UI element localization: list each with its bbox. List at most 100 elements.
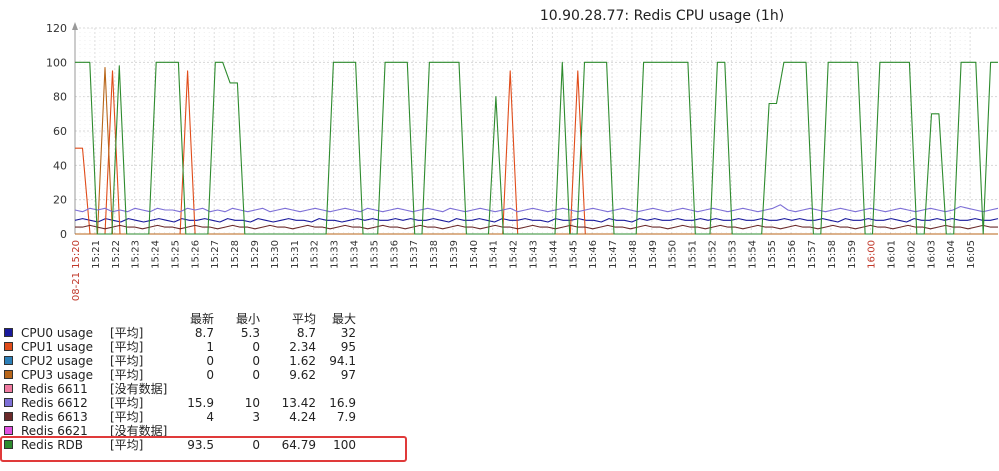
- x-tick-label: 15:42: [509, 240, 520, 269]
- legend-swatch: [4, 440, 13, 449]
- x-tick-label: 15:39: [449, 240, 460, 269]
- legend-last: 15.9: [187, 396, 214, 410]
- legend-header: 最新 最小 平均 最大: [4, 312, 364, 326]
- cpu-usage-chart: 0 20 40 60 80 100 120 08-21 15:20 15:21 15:22 15:2…: [46, 22, 999, 301]
- x-tick-label: 15:44: [548, 240, 559, 269]
- legend-max: 94.1: [329, 354, 356, 368]
- x-tick-label: 15:36: [389, 240, 400, 269]
- x-tick-label: 15:41: [489, 240, 500, 269]
- x-tick-label: 15:49: [648, 240, 659, 269]
- legend-avg: 4.24: [289, 410, 316, 424]
- x-tick-label: 15:33: [330, 240, 341, 269]
- x-tick-label: 15:58: [827, 240, 838, 269]
- legend-min: 3: [252, 410, 260, 424]
- legend-avg: 64.79: [281, 438, 316, 452]
- legend-row: CPU0 usage [平均] 8.7 5.3 8.7 32: [4, 326, 364, 340]
- x-tick-label: 15:26: [190, 240, 201, 269]
- y-tick-label: 0: [60, 228, 67, 241]
- x-tick-label: 16:05: [966, 240, 977, 269]
- legend-max: 7.9: [336, 410, 356, 424]
- x-tick-label: 15:38: [429, 240, 440, 269]
- legend-row: Redis 6621 [没有数据]: [4, 424, 364, 438]
- x-start-label: 08-21 15:20: [71, 240, 82, 301]
- x-tick-label: 15:53: [727, 240, 738, 269]
- legend-row: Redis RDB [平均] 93.5 0 64.79 100: [4, 438, 364, 452]
- series-line-redis-6613: [75, 224, 998, 230]
- legend-func: [平均]: [110, 396, 144, 410]
- x-tick-label: 15:30: [270, 240, 281, 269]
- x-tick-label: 15:52: [708, 240, 719, 269]
- y-tick-label: 40: [53, 159, 67, 172]
- legend-avg: 2.34: [289, 340, 316, 354]
- legend-max: 97: [340, 368, 356, 382]
- x-tick-label: 15:27: [210, 240, 221, 269]
- x-tick-label: 15:34: [349, 240, 360, 269]
- legend-row: CPU1 usage [平均] 1 0 2.34 95: [4, 340, 364, 354]
- x-tick-label: 15:37: [409, 240, 420, 269]
- x-tick-label: 16:02: [906, 240, 917, 269]
- x-tick-label: 15:57: [807, 240, 818, 269]
- x-tick-label: 15:45: [568, 240, 579, 269]
- legend-avg: 8.7: [296, 326, 316, 340]
- legend-max: 100: [333, 438, 356, 452]
- legend-name: Redis 6621: [21, 424, 88, 438]
- legend-func: [平均]: [110, 438, 144, 452]
- y-tick-label: 80: [53, 91, 67, 104]
- y-tick-label: 120: [46, 22, 67, 35]
- legend-avg: 13.42: [281, 396, 316, 410]
- x-tick-label: 15:31: [290, 240, 301, 269]
- x-tick-label: 15:43: [529, 240, 540, 269]
- legend-max: 16.9: [329, 396, 356, 410]
- legend-min: 5.3: [240, 326, 260, 340]
- x-tick-label: 15:28: [230, 240, 241, 269]
- y-tick-label: 100: [46, 56, 67, 69]
- legend-last: 0: [206, 368, 214, 382]
- legend-swatch: [4, 328, 13, 337]
- x-tick-label: 15:59: [847, 240, 858, 269]
- legend-avg: 1.62: [289, 354, 316, 368]
- chart-title: 10.90.28.77: Redis CPU usage (1h): [539, 8, 785, 24]
- legend-name: CPU3 usage: [21, 368, 94, 382]
- legend-func: [没有数据]: [110, 382, 168, 396]
- series-line-redis-6612: [74, 204, 999, 213]
- legend-swatch: [4, 356, 13, 365]
- x-tick-label: 16:04: [946, 240, 957, 269]
- y-tick-label: 60: [53, 125, 67, 138]
- x-tick-label: 15:51: [688, 240, 699, 269]
- legend-swatch: [4, 370, 13, 379]
- legend-last: 93.5: [187, 438, 214, 452]
- y-axis-arrow: [72, 22, 78, 30]
- legend-min: 0: [252, 368, 260, 382]
- legend-swatch: [4, 412, 13, 421]
- legend-last: 1: [206, 340, 214, 354]
- legend-func: [没有数据]: [110, 424, 168, 438]
- x-tick-label: 15:48: [628, 240, 639, 269]
- x-tick-label: 15:47: [608, 240, 619, 269]
- legend-row: CPU2 usage [平均] 0 0 1.62 94.1: [4, 354, 364, 368]
- legend-row: CPU3 usage [平均] 0 0 9.62 97: [4, 368, 364, 382]
- legend-max: 95: [340, 340, 356, 354]
- series-line-cpu0-usage: [74, 218, 999, 223]
- x-tick-label: 15:21: [91, 240, 102, 269]
- x-tick-label: 15:46: [588, 240, 599, 269]
- legend-header-avg: 平均: [291, 312, 316, 326]
- legend-min: 0: [252, 354, 260, 368]
- legend-swatch: [4, 342, 13, 351]
- x-tick-label: 15:32: [310, 240, 321, 269]
- legend-name: Redis RDB: [21, 438, 84, 452]
- legend-name: Redis 6612: [21, 396, 88, 410]
- legend-min: 0: [252, 340, 260, 354]
- legend-swatch: [4, 384, 13, 393]
- legend-func: [平均]: [110, 326, 144, 340]
- legend-header-max: 最大: [331, 312, 356, 326]
- legend-row: Redis 6613 [平均] 4 3 4.24 7.9: [4, 410, 364, 424]
- legend-name: Redis 6613: [21, 410, 88, 424]
- legend-name: CPU1 usage: [21, 340, 94, 354]
- y-tick-label: 20: [53, 194, 67, 207]
- x-tick-label: 15:25: [170, 240, 181, 269]
- legend-name: Redis 6611: [21, 382, 88, 396]
- legend-row: Redis 6612 [平均] 15.9 10 13.42 16.9: [4, 396, 364, 410]
- legend-header-min: 最小: [235, 312, 260, 326]
- x-tick-label: 16:01: [887, 240, 898, 269]
- legend-last: 8.7: [194, 326, 214, 340]
